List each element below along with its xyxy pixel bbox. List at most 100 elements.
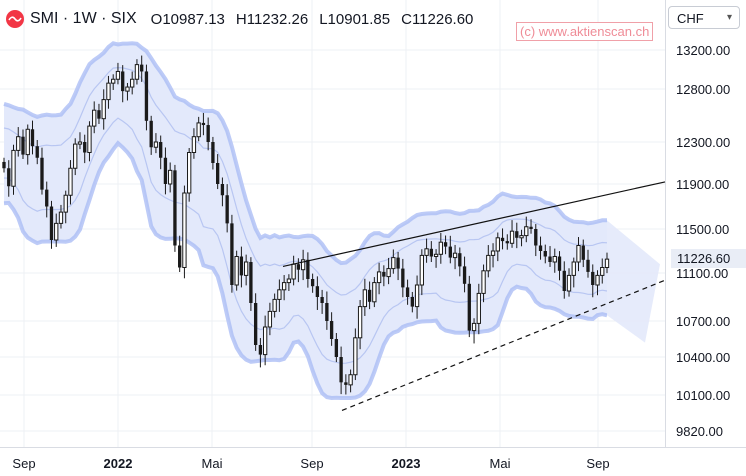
candle-body-up [433,253,439,258]
time-tick-label: Mai [202,456,223,471]
candle-body-up [234,256,239,286]
currency-select[interactable]: CHF ▾ [668,6,740,29]
candle [25,124,30,165]
candle-body-up [391,257,396,270]
candle [121,65,125,103]
candle-body-up [571,261,576,276]
candle [367,281,372,310]
candle-body-down [320,297,324,303]
candle-body-down [458,253,462,267]
candle [7,160,11,197]
candle [576,237,581,272]
time-tick-label: Mai [490,456,511,471]
candle [509,220,515,248]
band-upper [3,41,607,266]
candle [357,300,363,350]
candle-body-up [153,141,159,148]
candle-body-down [462,266,467,284]
time-axis[interactable]: Sep 2022 Mai Sep 2023 Mai Sep [12,456,609,471]
candle-body-up [92,109,97,127]
last-price-label: 11226.60 [671,249,746,268]
candle-body-up [362,289,368,308]
candle-body-up [376,271,382,284]
candle [267,302,273,336]
candle [21,129,25,160]
candle [220,177,225,207]
candle-body-down [45,189,49,207]
candle [495,232,500,262]
candle [386,257,391,285]
candle-body-up [438,241,443,255]
candle [159,135,163,170]
candle [376,262,382,295]
candle-body-down [344,382,348,385]
candle [149,115,153,155]
open-value: O10987.13 [150,10,225,28]
candle [325,291,329,330]
price-tick-label: 11500.00 [676,222,729,237]
candle [586,249,590,278]
candle-body-down [40,157,44,190]
candle [552,248,557,273]
band-inner-upper [3,66,608,296]
candle [524,216,529,243]
candle [500,228,505,250]
candle-body-down [538,245,543,251]
symbol-title[interactable]: SMI · 1W · SIX [30,10,137,27]
candle [519,229,524,247]
candle [548,246,552,267]
candle-body-up [277,289,282,300]
candle-body-down [557,256,562,271]
candle [115,62,121,85]
candle [30,120,35,155]
candle-body-up [25,128,30,156]
candle-body-down [310,279,315,287]
candle-body-up [101,99,106,120]
candle [562,261,566,299]
candle-body-down [405,287,410,297]
time-tick-label: 2022 [104,456,133,471]
candle [362,278,368,316]
candle [182,185,187,279]
candle [448,235,452,264]
candle [339,346,343,395]
candle [329,312,334,346]
candle-body-down [401,268,405,288]
candle [286,274,292,291]
chart-header: SMI · 1W · SIX O10987.13 H11232.26 L10901.… [6,8,484,30]
candle-body-up [106,82,111,101]
candle-body-up [519,235,524,239]
candle-body-up [16,136,21,151]
candle-body-up [300,259,306,271]
candle [73,138,78,176]
candle-body-up [486,254,491,272]
candle [320,289,324,314]
price-tick-label: 10400.00 [676,350,730,365]
candle-body-down [206,125,210,142]
candle-body-up [509,230,515,244]
price-tick-label: 13200.00 [676,43,730,58]
candle-body-down [448,246,452,258]
candle [315,276,320,310]
candle-body-down [367,289,372,302]
candle [372,277,377,308]
candle [191,128,197,159]
candle-body-down [215,163,220,184]
candle [543,244,547,264]
candle-body-down [543,251,547,257]
candle [467,275,471,338]
candle [600,258,605,284]
candle-body-up [481,270,486,294]
candle-body-down [548,256,552,262]
candle-body-down [534,229,538,246]
candle-body-down [500,237,505,242]
candle [262,315,268,366]
candle-body-up [77,141,83,145]
candle-body-up [353,337,358,376]
candle-body-down [315,286,320,297]
price-axis[interactable]: 13200.00 12800.00 12300.00 11900.00 11500.00… [676,43,730,439]
candle-body-up [130,78,135,88]
candle-body-down [178,245,182,268]
candle [515,222,519,249]
